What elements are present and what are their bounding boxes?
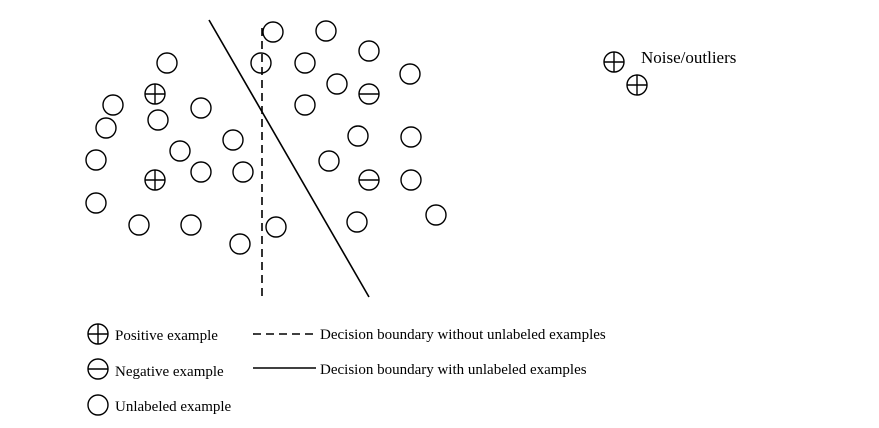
negative-example	[358, 83, 380, 105]
unlabeled-example	[358, 40, 380, 62]
unlabeled-example	[222, 129, 244, 151]
unlabeled-example	[318, 150, 340, 172]
unlabeled-example	[315, 20, 337, 42]
legend: Positive example Negative example Unlabe…	[87, 323, 606, 416]
unlabeled-example	[294, 52, 316, 74]
unlabeled-example	[156, 52, 178, 74]
positive-example	[144, 83, 166, 105]
unlabeled-example	[232, 161, 254, 183]
legend-negative-symbol	[87, 358, 109, 380]
unlabeled-example	[95, 117, 117, 139]
unlabeled-example	[102, 94, 124, 116]
data-points	[85, 20, 648, 255]
unlabeled-example	[399, 63, 421, 85]
positive-example	[626, 74, 648, 96]
unlabeled-example	[347, 125, 369, 147]
unlabeled-example	[147, 109, 169, 131]
unlabeled-example	[169, 140, 191, 162]
unlabeled-example	[294, 94, 316, 116]
unlabeled-example	[265, 216, 287, 238]
unlabeled-example	[250, 52, 272, 74]
unlabeled-example	[229, 233, 251, 255]
unlabeled-example	[85, 149, 107, 171]
unlabeled-example	[180, 214, 202, 236]
unlabeled-example	[85, 192, 107, 214]
unlabeled-example	[262, 21, 284, 43]
legend-unlabeled-symbol	[87, 394, 109, 416]
positive-example	[144, 169, 166, 191]
legend-positive-label: Positive example	[115, 328, 218, 344]
legend-solid-label: Decision boundary with unlabeled example…	[320, 362, 587, 378]
unlabeled-example	[326, 73, 348, 95]
legend-negative-label: Negative example	[115, 364, 224, 380]
unlabeled-example	[425, 204, 447, 226]
negative-example	[358, 169, 380, 191]
unlabeled-example	[400, 126, 422, 148]
unlabeled-example	[128, 214, 150, 236]
legend-unlabeled-label: Unlabeled example	[115, 399, 232, 415]
noise-outliers-label: Noise/outliers	[641, 48, 736, 67]
unlabeled-example	[190, 97, 212, 119]
decision-boundary-with-unlabeled	[208, 19, 370, 298]
unlabeled-example	[400, 169, 422, 191]
legend-positive-symbol	[87, 323, 109, 345]
unlabeled-example	[346, 211, 368, 233]
legend-dashed-label: Decision boundary without unlabeled exam…	[320, 327, 606, 343]
positive-example	[603, 51, 625, 73]
unlabeled-example	[190, 161, 212, 183]
